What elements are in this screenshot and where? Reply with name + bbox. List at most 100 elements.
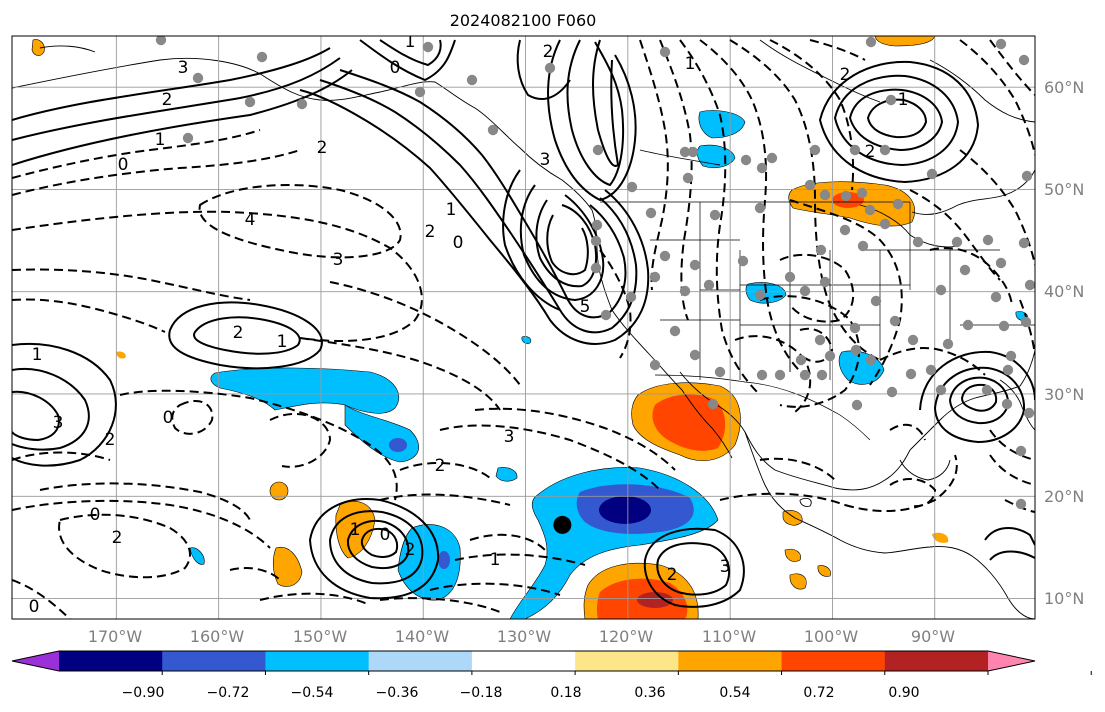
contour-label: 3 xyxy=(333,250,344,270)
lon-tick: 110°W xyxy=(702,627,757,646)
colorbar-tick: 0.54 xyxy=(719,685,750,701)
station-dot xyxy=(544,62,556,74)
station-dot xyxy=(857,240,869,252)
map-title: 2024082100 F060 xyxy=(450,11,597,30)
station-dot xyxy=(885,94,897,106)
station-dot xyxy=(1015,498,1027,510)
station-dot xyxy=(679,285,691,297)
station-dot xyxy=(879,218,891,230)
station-dot xyxy=(422,41,434,53)
station-dot xyxy=(784,271,796,283)
colorbar-tick: −0.90 xyxy=(122,685,165,701)
station-dot xyxy=(839,224,851,236)
station-dot xyxy=(951,236,963,248)
contour-label: 1 xyxy=(405,32,416,52)
station-dot xyxy=(905,368,917,380)
station-dot xyxy=(849,144,861,156)
station-dot xyxy=(244,96,256,108)
colorbar-extend-high xyxy=(988,651,1035,671)
station-dot xyxy=(682,172,694,184)
contour-label: 3 xyxy=(178,58,189,78)
lon-tick: 120°W xyxy=(599,627,654,646)
station-dot xyxy=(737,255,749,267)
station-dot xyxy=(625,291,637,303)
station-dot xyxy=(995,38,1007,50)
station-dot xyxy=(1021,170,1033,182)
lon-tick: 90°W xyxy=(911,627,955,646)
lon-tick: 150°W xyxy=(293,627,348,646)
station-dot xyxy=(756,162,768,174)
station-dot xyxy=(1020,316,1032,328)
station-dot xyxy=(591,219,603,231)
station-dot xyxy=(819,276,831,288)
station-dot xyxy=(774,369,786,381)
station-dot xyxy=(707,398,719,410)
station-dot xyxy=(590,235,602,247)
colorbar-bin xyxy=(471,651,576,671)
colorbar-bin xyxy=(884,651,989,671)
station-dot xyxy=(935,284,947,296)
station-dot xyxy=(935,384,947,396)
station-dot xyxy=(645,207,657,219)
station-dot xyxy=(1005,350,1017,362)
station-dot xyxy=(687,146,699,158)
contour-label: 2 xyxy=(667,565,678,585)
colorbar-tick: 0.18 xyxy=(550,685,581,701)
contour-label: 2 xyxy=(543,42,554,62)
station-dot xyxy=(814,334,826,346)
station-dot xyxy=(795,354,807,366)
contour-label: 0 xyxy=(380,525,391,545)
contour-label: 3 xyxy=(720,557,731,577)
station-dot xyxy=(714,366,726,378)
longitude-tick-labels: 170°W 160°W 150°W 140°W 130°W 120°W 110°… xyxy=(88,627,955,646)
station-dot xyxy=(659,250,671,262)
contour-label: 1 xyxy=(685,54,696,74)
station-dot xyxy=(155,36,167,46)
lat-tick: 20°N xyxy=(1044,487,1084,506)
contour-label: 1 xyxy=(155,130,166,150)
colorbar-tick: −0.72 xyxy=(207,685,250,701)
colorbar-bin xyxy=(368,651,473,671)
contour-label: 1 xyxy=(490,550,501,570)
contour-label: 2 xyxy=(105,430,116,450)
station-dot xyxy=(1015,445,1027,457)
lon-tick: 130°W xyxy=(497,627,552,646)
station-dot xyxy=(925,364,937,376)
station-dot xyxy=(819,189,831,201)
colorbar-bin xyxy=(59,651,163,671)
station-dot xyxy=(981,384,993,396)
station-dot xyxy=(754,202,766,214)
station-dot xyxy=(912,236,924,248)
station-dot xyxy=(804,179,816,191)
station-dot xyxy=(815,244,827,256)
contour-label: 1 xyxy=(32,345,43,365)
station-dot xyxy=(809,144,821,156)
station-dot xyxy=(870,295,882,307)
station-dot xyxy=(851,399,863,411)
station-dot xyxy=(659,46,671,58)
station-dot xyxy=(926,168,938,180)
station-dot xyxy=(487,124,499,136)
contour-label: 1 xyxy=(277,332,288,352)
station-dot xyxy=(942,338,954,350)
contour-label: 3 xyxy=(53,413,64,433)
station-dot xyxy=(1023,407,1035,419)
colorbar-bin xyxy=(781,651,886,671)
latitude-tick-labels: 60°N 50°N 40°N 30°N 20°N 10°N xyxy=(1044,78,1084,608)
lat-tick: 30°N xyxy=(1044,385,1084,404)
colorbar-bin xyxy=(678,651,783,671)
station-dot xyxy=(889,315,901,327)
station-dot xyxy=(590,262,602,274)
contour-label: 0 xyxy=(29,597,40,617)
station-dot xyxy=(414,86,426,98)
station-dot xyxy=(879,144,891,156)
colorbar-tick: 0.72 xyxy=(803,685,834,701)
station-dot xyxy=(649,271,661,283)
contour-label: 4 xyxy=(245,210,256,230)
station-dot xyxy=(754,289,766,301)
lon-tick: 160°W xyxy=(190,627,245,646)
station-dot xyxy=(864,204,876,216)
station-dot xyxy=(182,132,194,144)
